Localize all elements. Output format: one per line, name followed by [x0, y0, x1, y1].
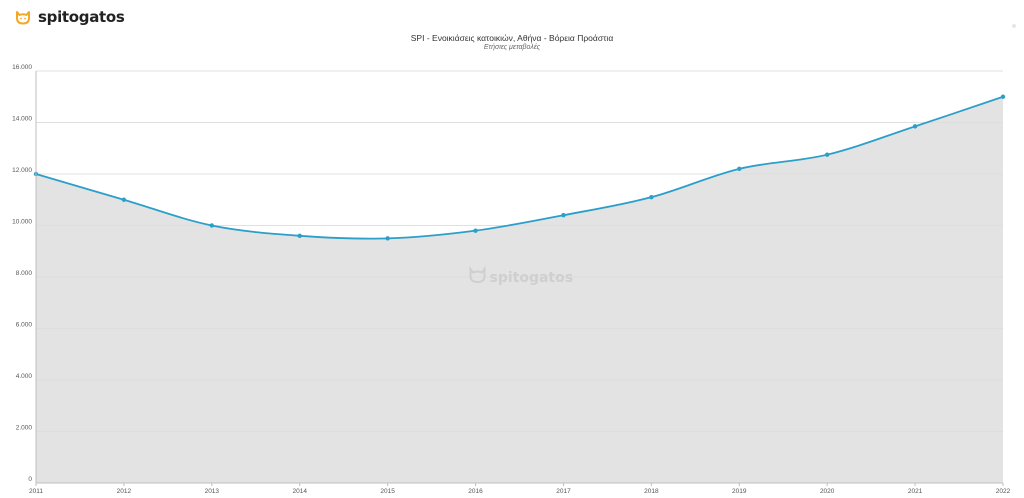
- y-tick-label: 2.000: [16, 425, 33, 432]
- data-point-2021[interactable]: [912, 124, 918, 129]
- data-point-2015[interactable]: [385, 236, 390, 241]
- data-point-2020[interactable]: [824, 152, 830, 157]
- x-tick-label: 2011: [29, 488, 43, 495]
- axes: [35, 71, 1003, 484]
- y-tick-label: 16.000: [12, 64, 32, 71]
- y-tick-label: 12.000: [12, 167, 32, 174]
- x-tick-label: 2022: [996, 488, 1011, 495]
- y-tick-label: 6.000: [16, 322, 33, 329]
- watermark-text: spitogatos: [490, 270, 574, 286]
- y-tick-label: 14.000: [12, 116, 32, 123]
- watermark-cat-icon: [469, 265, 486, 284]
- data-point-2019[interactable]: [737, 166, 742, 172]
- x-tick-label: 2017: [556, 488, 571, 495]
- x-axis-ticks: 2011 2012 2013 2014 2015 2016 2017 2018 2019 2020…: [29, 483, 1011, 495]
- x-tick-label: 2020: [820, 488, 835, 495]
- data-point-2016[interactable]: [473, 228, 478, 233]
- data-point-2022[interactable]: [1000, 94, 1006, 99]
- y-tick-label: 8.000: [16, 270, 33, 277]
- x-tick-label: 2018: [644, 488, 659, 495]
- data-point-2014[interactable]: [297, 233, 302, 238]
- data-point-2013[interactable]: [209, 223, 215, 228]
- data-point-2018[interactable]: [649, 194, 654, 200]
- series-line: [35, 95, 1004, 240]
- x-tick-label: 2016: [468, 488, 483, 495]
- menu-dot-icon: [1012, 24, 1016, 28]
- brand-name: spitogatos: [38, 8, 125, 26]
- data-point-2012[interactable]: [121, 197, 127, 202]
- x-tick-label: 2012: [117, 488, 132, 495]
- x-tick-label: 2021: [908, 488, 923, 495]
- x-tick-label: 2015: [380, 488, 395, 495]
- cat-face-icon: [16, 11, 30, 25]
- y-tick-label: 10.000: [12, 219, 32, 226]
- x-tick-label: 2013: [205, 488, 220, 495]
- data-point-2017[interactable]: [561, 213, 566, 218]
- x-tick-label: 2019: [732, 488, 747, 495]
- series-line-layer: [35, 95, 1004, 240]
- y-tick-label: 4.000: [16, 373, 33, 380]
- x-tick-label: 2014: [292, 488, 307, 495]
- y-tick-label: 0: [28, 476, 32, 483]
- chart-watermark: spitogatos: [469, 265, 574, 286]
- brand-logo[interactable]: spitogatos: [14, 6, 125, 28]
- y-axis-ticks: 0 2.000 4.000 6.000 8.000 10.000 12.000 14.000 1…: [12, 64, 32, 483]
- series-area: [36, 96, 1003, 483]
- chart-subtitle: Ετήσιες μεταβολές: [483, 44, 541, 51]
- chart-title: SPI - Ενοικιάσεις κατοικιών, Αθήνα - Βόρ…: [410, 33, 614, 43]
